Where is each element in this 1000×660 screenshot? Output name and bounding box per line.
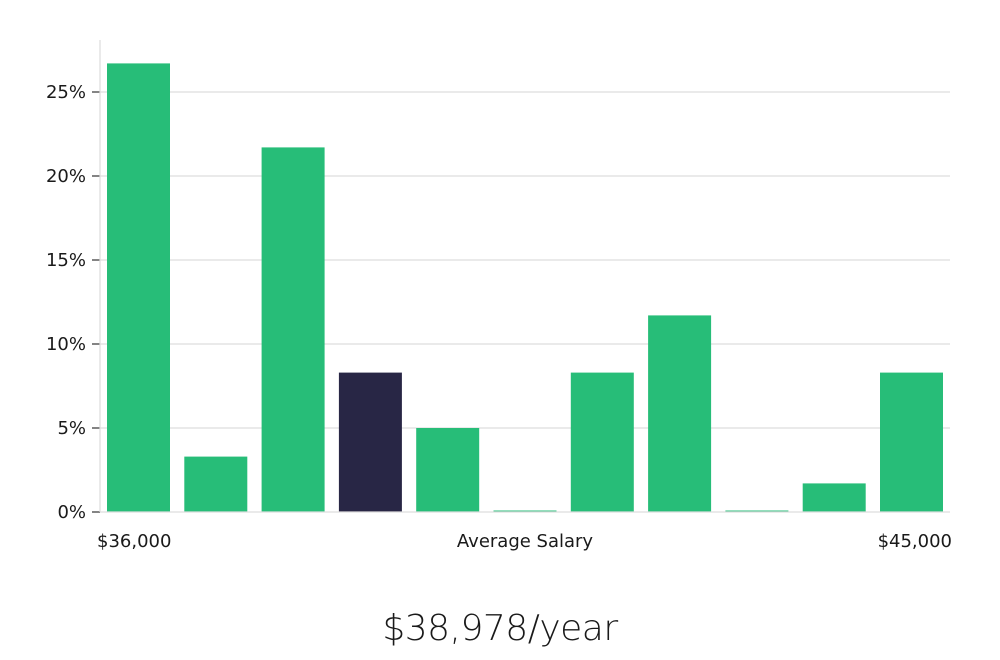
bar — [261, 147, 325, 512]
y-tick-label: 0% — [57, 502, 86, 523]
y-tick-label: 20% — [46, 166, 86, 187]
bars — [107, 63, 943, 513]
x-axis-end-label: $45,000 — [878, 531, 952, 552]
bar — [648, 315, 712, 512]
bar — [107, 63, 170, 513]
x-axis-start-label: $36,000 — [97, 531, 171, 552]
salary-histogram-chart: 0%5%10%15%20%25% $36,000 Average Salary … — [46, 40, 952, 552]
bar — [880, 372, 943, 512]
bar — [493, 510, 557, 512]
y-axis-tick-labels: 0% 5% 10% 15% 20% 25% — [46, 82, 100, 523]
bar — [725, 510, 789, 512]
bar — [184, 456, 248, 512]
x-axis-title: Average Salary — [457, 531, 594, 552]
grid-lines — [100, 91, 950, 429]
bar — [570, 372, 634, 512]
bar — [416, 428, 480, 512]
average-salary-value: $38,978/year — [382, 608, 618, 649]
y-tick-label: 25% — [46, 82, 86, 103]
y-tick-label: 10% — [46, 334, 86, 355]
y-tick-label: 5% — [57, 418, 86, 439]
bar-highlighted — [338, 372, 402, 512]
bar — [802, 483, 866, 512]
y-tick-label: 15% — [46, 250, 86, 271]
